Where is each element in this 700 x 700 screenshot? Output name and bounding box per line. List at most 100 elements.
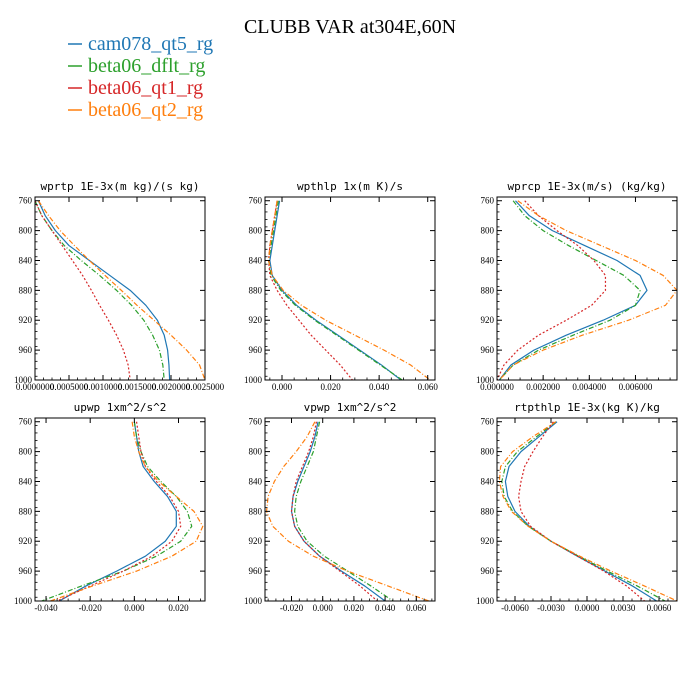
series-line-beta06_qt1_rg [497, 200, 607, 380]
series-line-beta06_dflt_rg [41, 421, 193, 601]
y-tick-label: 880 [481, 506, 495, 516]
panel-title: upwp 1xm^2/s^2 [74, 401, 167, 414]
plot-frame [34, 417, 206, 602]
y-tick-label: 760 [249, 417, 263, 427]
x-tick-label: 0.000000 [480, 382, 514, 392]
series-group [41, 421, 204, 601]
series-line-cam078_qt5_rg [498, 200, 648, 380]
x-tick-label: 0.0060 [647, 603, 672, 613]
x-tick-label: 0.0000000 [16, 382, 55, 392]
y-tick-label: 960 [19, 345, 33, 355]
x-tick-label: 0.020 [344, 603, 365, 613]
series-line-beta06_qt1_rg [35, 200, 131, 380]
y-tick-label: 800 [481, 447, 495, 457]
y-tick-label: 920 [481, 315, 495, 325]
x-tick-label: -0.020 [79, 603, 103, 613]
legend-label-beta06_dflt_rg: beta06_dflt_rg [88, 55, 205, 77]
x-tick-label: 0.000 [313, 603, 334, 613]
x-tick-label: -0.040 [34, 603, 58, 613]
legend-label-beta06_qt1_rg: beta06_qt1_rg [88, 77, 203, 99]
plot-frame [264, 417, 436, 602]
y-tick-label: 760 [481, 196, 495, 206]
panel-title: wprtp 1E-3x(m kg)/(s kg) [41, 180, 200, 193]
y-tick-label: 1000 [14, 596, 33, 606]
y-tick-label: 1000 [14, 375, 33, 385]
panel-1: wprtp 1E-3x(m kg)/(s kg) 760 800 840 880 920 9… [14, 180, 225, 392]
y-tick-label: 840 [249, 476, 263, 486]
x-tick-label: 0.060 [418, 382, 439, 392]
plot-frame [496, 196, 678, 381]
y-tick-label: 1000 [244, 596, 263, 606]
y-tick-label: 960 [481, 345, 495, 355]
y-tick-label: 840 [481, 255, 495, 265]
x-tick-label: -0.020 [280, 603, 304, 613]
panel-5: vpwp 1xm^2/s^2 760 800 840 880 920 960 1000 -0.0… [244, 401, 436, 613]
series-group [35, 200, 205, 380]
x-tick-label: 0.020 [168, 603, 189, 613]
legend-label-cam078_qt5_rg: cam078_qt5_rg [88, 33, 213, 55]
figure-title: CLUBB VAR at304E,60N [244, 16, 456, 38]
y-tick-label: 840 [19, 255, 33, 265]
x-tick-label: 0.040 [375, 603, 396, 613]
y-tick-label: 760 [249, 196, 263, 206]
x-tick-label: 0.002000 [526, 382, 560, 392]
series-line-beta06_dflt_rg [498, 200, 641, 380]
panels: wprtp 1E-3x(m kg)/(s kg) 760 800 840 880 920 9… [14, 180, 678, 613]
panel-title: vpwp 1xm^2/s^2 [304, 401, 397, 414]
y-tick-label: 960 [481, 566, 495, 576]
x-tick-label: 0.000 [272, 382, 293, 392]
series-line-beta06_qt1_rg [56, 421, 182, 601]
y-tick-label: 1000 [476, 596, 495, 606]
y-tick-label: 1000 [244, 375, 263, 385]
x-tick-label: 0.060 [406, 603, 427, 613]
y-tick-label: 960 [249, 566, 263, 576]
y-tick-label: 960 [19, 566, 33, 576]
panel-title: wpthlp 1x(m K)/s [297, 180, 403, 193]
series-line-beta06_dflt_rg [35, 200, 165, 380]
y-tick-label: 800 [481, 226, 495, 236]
y-tick-label: 760 [481, 417, 495, 427]
series-group [498, 421, 677, 601]
series-line-beta06_qt2_rg [498, 421, 677, 601]
series-line-beta06_qt1_rg [268, 200, 353, 380]
series-line-beta06_qt1_rg [517, 421, 645, 601]
y-tick-label: 880 [249, 506, 263, 516]
series-line-beta06_qt2_rg [268, 200, 431, 380]
x-tick-label: 0.0025000 [186, 382, 225, 392]
y-tick-label: 960 [249, 345, 263, 355]
x-tick-label: 0.0000 [575, 603, 600, 613]
panel-title: wprcp 1E-3x(m/s) (kg/kg) [508, 180, 667, 193]
panel-2: wpthlp 1x(m K)/s 760 800 840 880 920 960 1000 0.… [244, 180, 438, 392]
x-tick-label: 0.0020000 [152, 382, 191, 392]
y-tick-label: 840 [19, 476, 33, 486]
y-tick-label: 760 [19, 196, 33, 206]
series-line-beta06_qt2_rg [50, 421, 204, 601]
series-line-beta06_qt2_rg [498, 200, 677, 380]
y-tick-label: 800 [249, 447, 263, 457]
series-line-cam078_qt5_rg [37, 200, 171, 380]
series-line-cam078_qt5_rg [504, 421, 657, 601]
y-tick-label: 840 [249, 255, 263, 265]
y-tick-label: 760 [19, 417, 33, 427]
y-tick-label: 880 [19, 506, 33, 516]
x-tick-label: 0.0030 [611, 603, 636, 613]
x-tick-label: 0.004000 [572, 382, 606, 392]
y-tick-label: 920 [19, 536, 33, 546]
series-line-beta06_qt2_rg [37, 200, 205, 380]
y-tick-label: 1000 [476, 375, 495, 385]
series-group [268, 200, 431, 380]
y-tick-label: 800 [249, 226, 263, 236]
panel-title: rtpthlp 1E-3x(kg K)/kg [514, 401, 660, 414]
y-tick-label: 920 [249, 315, 263, 325]
x-tick-label: 0.006000 [619, 382, 653, 392]
legend-label-beta06_qt2_rg: beta06_qt2_rg [88, 99, 203, 121]
y-tick-label: 880 [481, 285, 495, 295]
y-tick-label: 800 [19, 447, 33, 457]
x-tick-label: 0.020 [320, 382, 341, 392]
y-tick-label: 880 [19, 285, 33, 295]
y-tick-label: 920 [481, 536, 495, 546]
x-tick-label: 0.000 [124, 603, 145, 613]
series-line-beta06_dflt_rg [268, 200, 403, 380]
